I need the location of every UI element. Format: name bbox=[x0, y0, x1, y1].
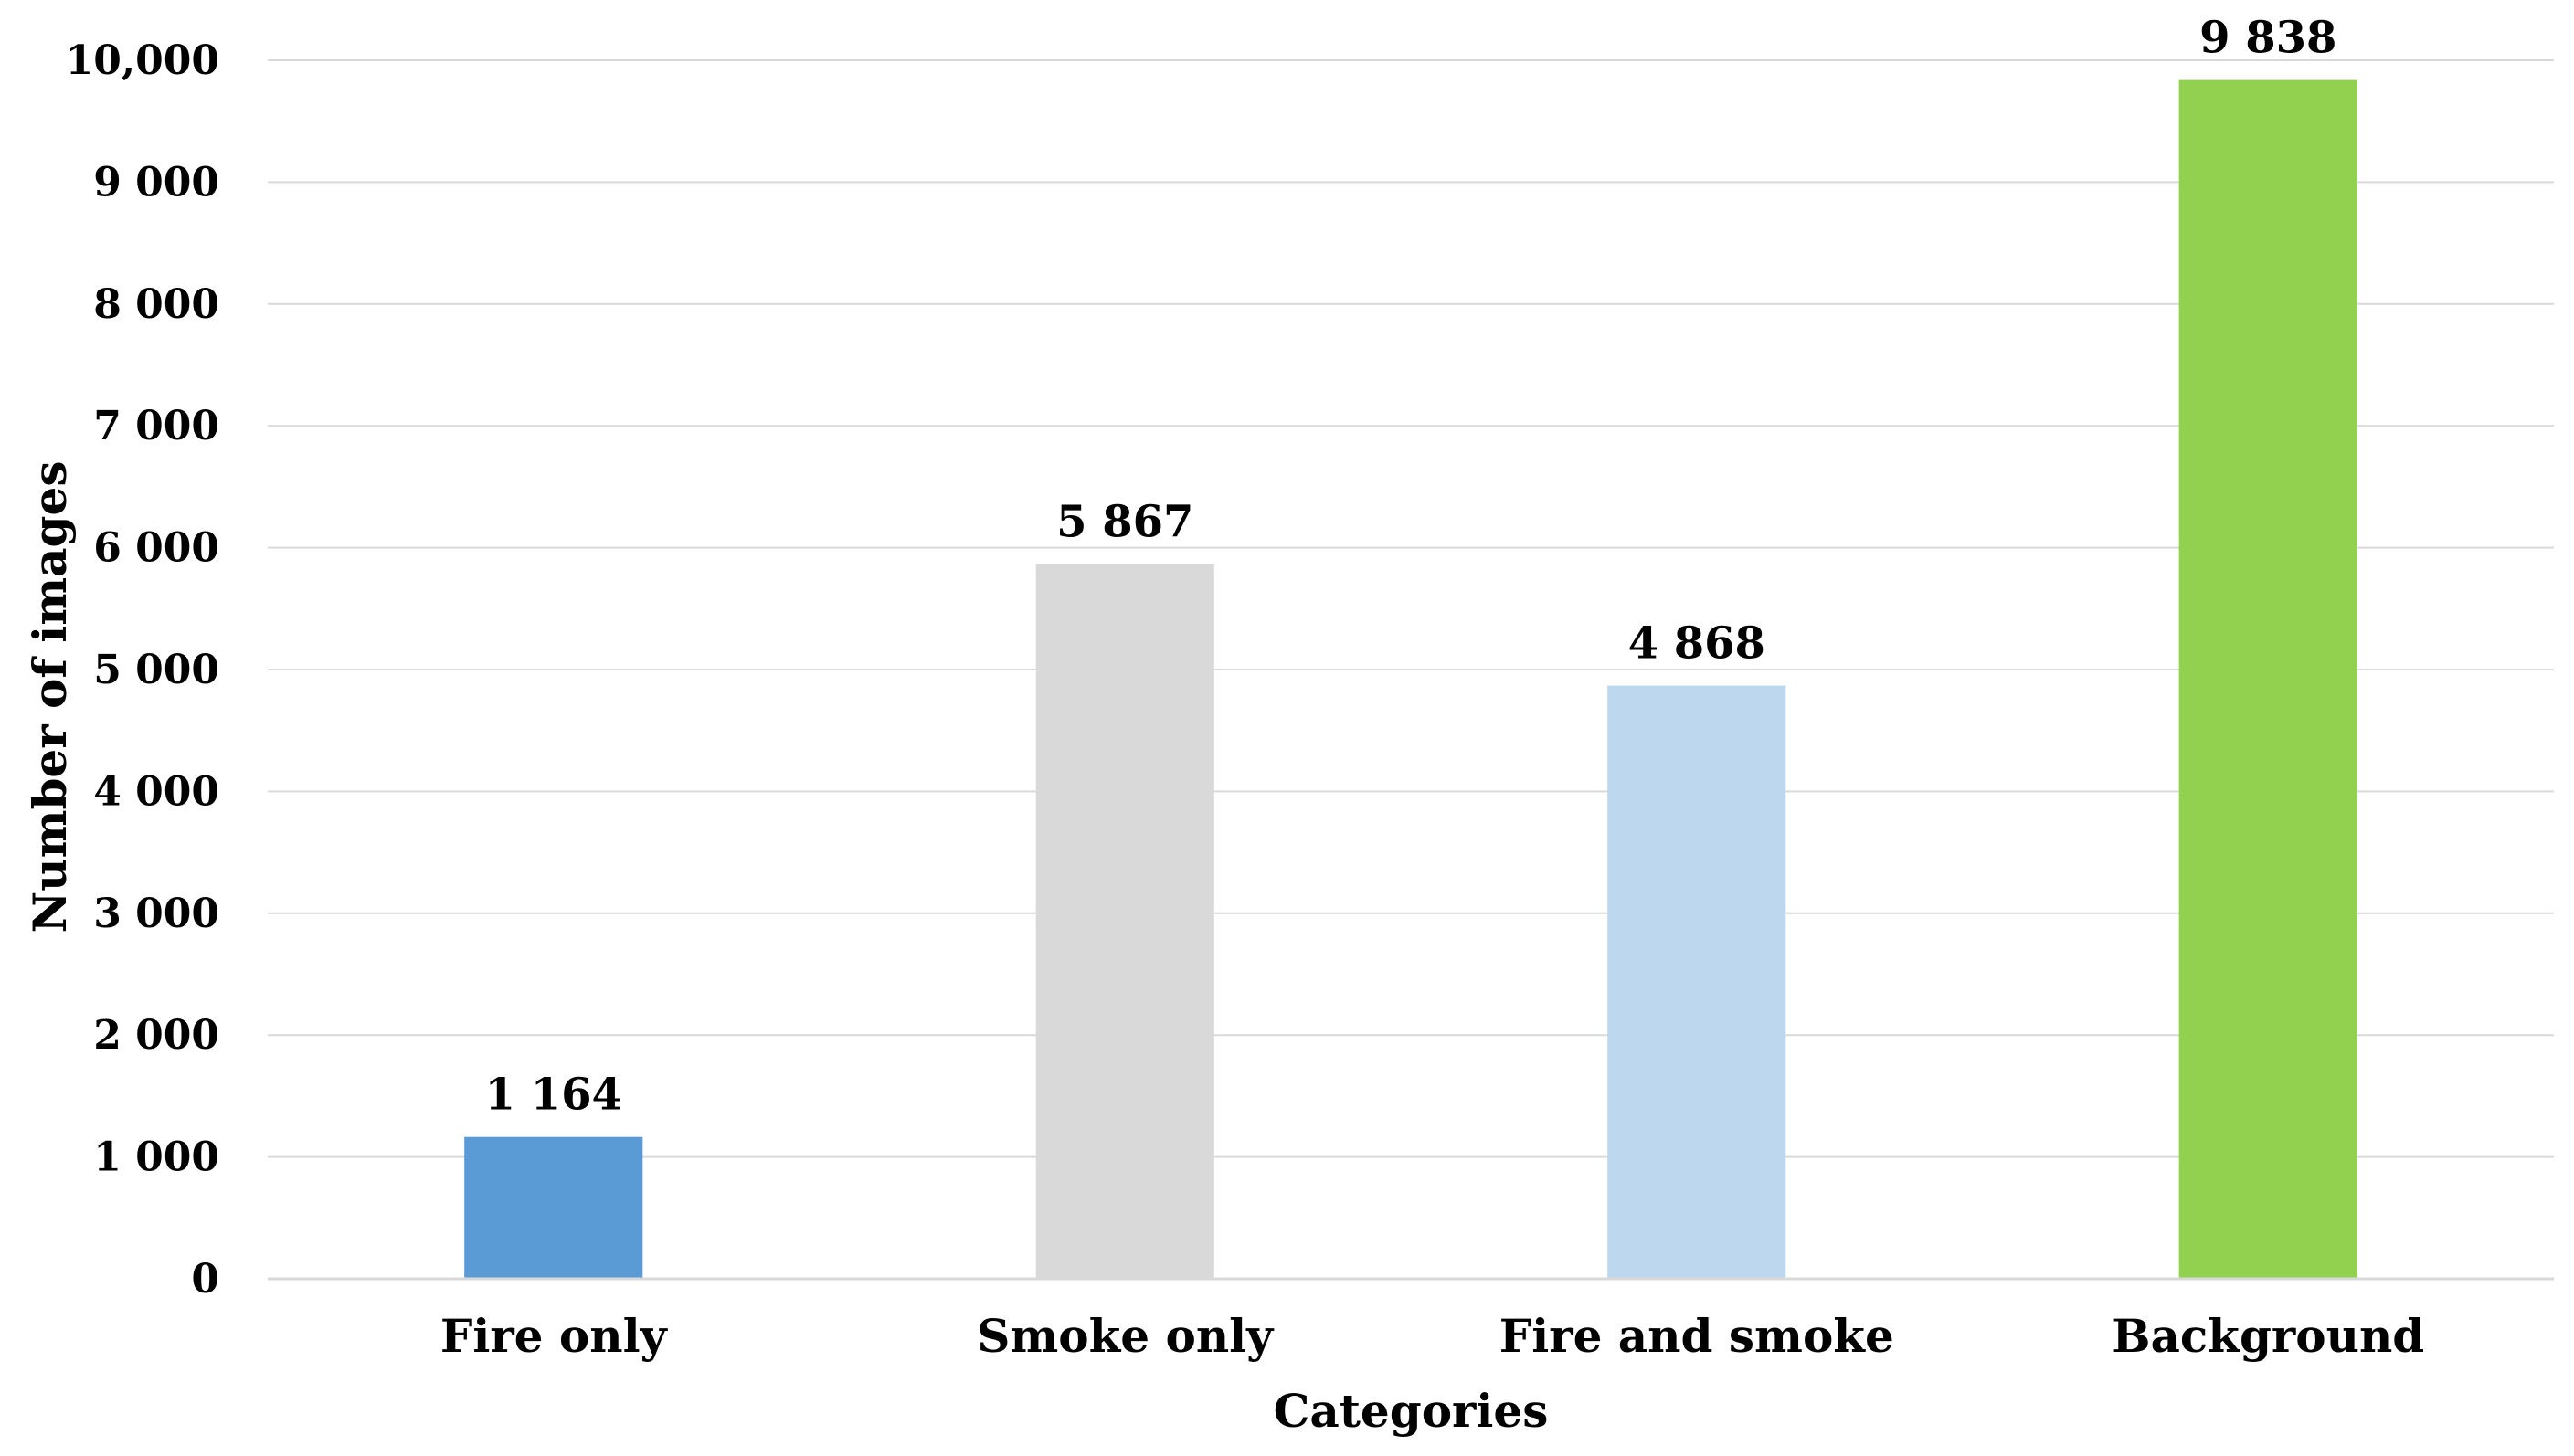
x-axis-ticks: Fire only Smoke only Fire and smoke Backgro… bbox=[440, 1309, 2424, 1363]
bar bbox=[464, 1136, 643, 1279]
y-tick-label: 2 000 bbox=[93, 1012, 219, 1059]
bar bbox=[2178, 79, 2357, 1279]
y-tick-label: 10,000 bbox=[66, 37, 219, 84]
y-tick-label: 9 000 bbox=[93, 159, 219, 206]
data-label: 5 867 bbox=[1056, 496, 1193, 547]
gridlines bbox=[268, 59, 2554, 1158]
x-tick-label: Fire and smoke bbox=[1499, 1309, 1894, 1363]
bar bbox=[1607, 685, 1786, 1279]
x-axis-title: Categories bbox=[1274, 1384, 1549, 1438]
y-tick-label: 7 000 bbox=[93, 403, 219, 449]
y-tick-label: 1 000 bbox=[93, 1134, 219, 1181]
data-label: 9 838 bbox=[2199, 13, 2336, 64]
x-tick-label: Smoke only bbox=[977, 1309, 1275, 1363]
y-tick-label: 4 000 bbox=[93, 768, 219, 815]
x-tick-label: Background bbox=[2112, 1309, 2424, 1363]
data-label: 1 164 bbox=[485, 1070, 622, 1121]
y-axis-ticks: 0 1 000 2 000 3 000 4 000 5 000 6 000 7 000 8 00… bbox=[66, 37, 219, 1303]
bars bbox=[464, 79, 2357, 1279]
y-tick-label: 8 000 bbox=[93, 281, 219, 328]
data-label: 4 868 bbox=[1628, 618, 1765, 670]
y-tick-label: 5 000 bbox=[93, 647, 219, 693]
data-labels: 1 164 5 867 4 868 9 838 bbox=[485, 13, 2337, 1121]
bar bbox=[1035, 564, 1214, 1279]
y-tick-label: 0 bbox=[191, 1256, 219, 1303]
y-tick-label: 6 000 bbox=[93, 525, 219, 572]
y-axis-title: Number of images bbox=[23, 461, 77, 934]
x-tick-label: Fire only bbox=[440, 1309, 669, 1363]
y-tick-label: 3 000 bbox=[93, 891, 219, 937]
